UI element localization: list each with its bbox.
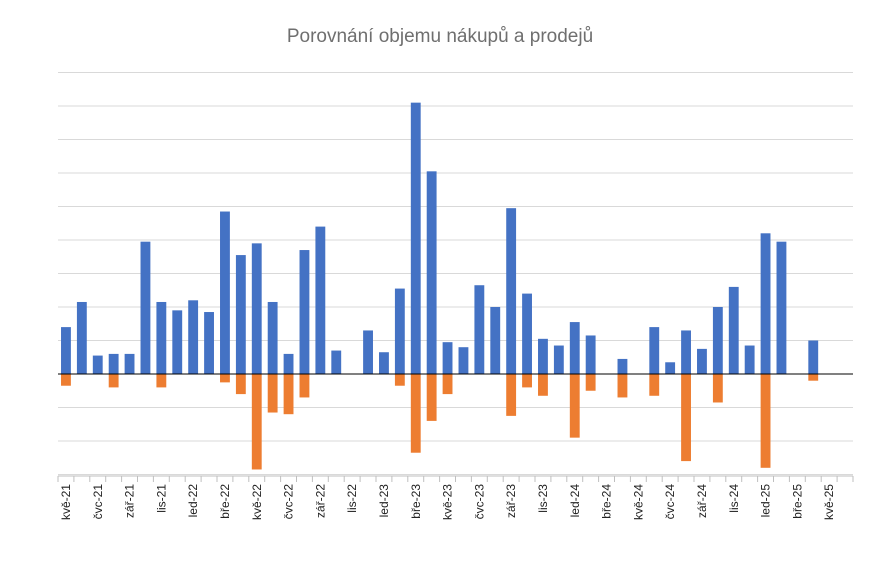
bar-series-2 [156, 374, 167, 388]
tick-label: čvc-21 [91, 484, 105, 520]
tick-label: led-24 [568, 484, 582, 518]
bar-series-2 [220, 374, 230, 383]
tick-label: led-22 [186, 484, 200, 518]
bar-series-1 [442, 342, 453, 374]
bar-series-1 [379, 352, 389, 374]
bar-series-1 [665, 362, 676, 374]
tick-label: kvě-24 [631, 484, 645, 520]
tick-label: zář-21 [123, 484, 137, 518]
bar-series-1 [617, 358, 628, 374]
bar-series-2 [299, 374, 310, 398]
tick-label: lis-23 [536, 484, 550, 513]
bar-series-2 [712, 374, 723, 403]
tick-label: zář-24 [695, 484, 709, 518]
bar-series-2 [394, 374, 405, 386]
tick-label: kvě-21 [59, 484, 73, 520]
bar-series-2 [808, 374, 819, 381]
bar-series-1 [124, 353, 135, 374]
tick-label: led-23 [377, 484, 391, 518]
tick-label: kvě-25 [822, 484, 836, 520]
bar-series-1 [235, 255, 246, 374]
bar-series-1 [490, 307, 501, 374]
tick-label: bře-23 [409, 484, 423, 519]
bar-series-1 [283, 353, 294, 374]
bar-series-2 [760, 374, 771, 468]
tick-label: čvc-22 [282, 484, 296, 520]
bar-series-1 [394, 288, 405, 374]
bar-series-1 [538, 338, 548, 374]
tick-label: lis-21 [154, 484, 168, 513]
tick-label: kvě-23 [441, 484, 455, 520]
bar-series-2 [522, 374, 532, 388]
bar-series-1 [585, 335, 596, 374]
bar-series-2 [410, 374, 421, 453]
bar-series-2 [617, 374, 628, 398]
bar-series-2 [61, 374, 71, 386]
bar-series-1 [569, 322, 580, 374]
bar-series-2 [283, 374, 294, 415]
bar-series-1 [76, 301, 87, 374]
tick-label: čvc-23 [472, 484, 486, 520]
tick-label: kvě-22 [250, 484, 264, 520]
bar-series-1 [553, 345, 564, 374]
bar-series-2 [442, 374, 453, 395]
bar-series-1 [156, 301, 167, 374]
tick-label: bře-22 [218, 484, 232, 519]
chart-title: Porovnání objemu nákupů a prodejů [286, 26, 594, 47]
bar-series-2 [251, 374, 262, 470]
bar-series-1 [458, 347, 469, 374]
bar-series-2 [426, 374, 437, 421]
bar-series-2 [649, 374, 660, 396]
bar-series-1 [204, 312, 214, 374]
bar-series-1 [108, 353, 119, 374]
tick-label: led-25 [759, 484, 773, 518]
bar-series-1 [474, 285, 485, 374]
bar-series-1 [426, 171, 437, 374]
bar-series-2 [681, 374, 691, 462]
tick-label: bře-24 [600, 484, 614, 519]
bar-series-1 [299, 250, 310, 374]
bar-series-1 [172, 310, 183, 374]
bar-series-1 [140, 241, 151, 374]
bar-series-1 [681, 330, 691, 374]
bar-series-2 [569, 374, 580, 438]
tick-label: bře-25 [790, 484, 804, 519]
tick-label: lis-22 [345, 484, 359, 513]
bar-series-1 [220, 211, 230, 374]
bar-series-2 [108, 374, 119, 388]
bar-series-2 [538, 374, 548, 396]
bar-series-1 [744, 345, 755, 374]
bar-series-1 [267, 301, 278, 374]
tick-label: zář-23 [504, 484, 518, 518]
tick-label: zář-22 [313, 484, 327, 518]
bar-series-2 [506, 374, 517, 416]
bar-series-1 [760, 233, 771, 374]
bar-series-1 [649, 327, 660, 374]
bar-series-1 [728, 286, 739, 374]
tick-label: lis-24 [727, 484, 741, 513]
bar-series-1 [251, 243, 262, 374]
bar-series-1 [61, 327, 71, 374]
bar-series-1 [410, 102, 421, 375]
bar-series-1 [92, 355, 103, 374]
bar-series-2 [267, 374, 278, 413]
bar-series-1 [697, 348, 707, 374]
bar-series-1 [315, 226, 326, 374]
bar-series-2 [585, 374, 596, 391]
bar-series-1 [522, 293, 532, 374]
bar-series-1 [363, 330, 373, 374]
bar-series-1 [506, 208, 517, 374]
tick-label: čvc-24 [663, 484, 677, 520]
bar-series-1 [808, 340, 819, 374]
bar-series-1 [188, 300, 199, 374]
bar-series-1 [776, 241, 787, 374]
bar-series-2 [235, 374, 246, 395]
bar-series-1 [712, 307, 723, 374]
bar-series-1 [331, 350, 342, 374]
